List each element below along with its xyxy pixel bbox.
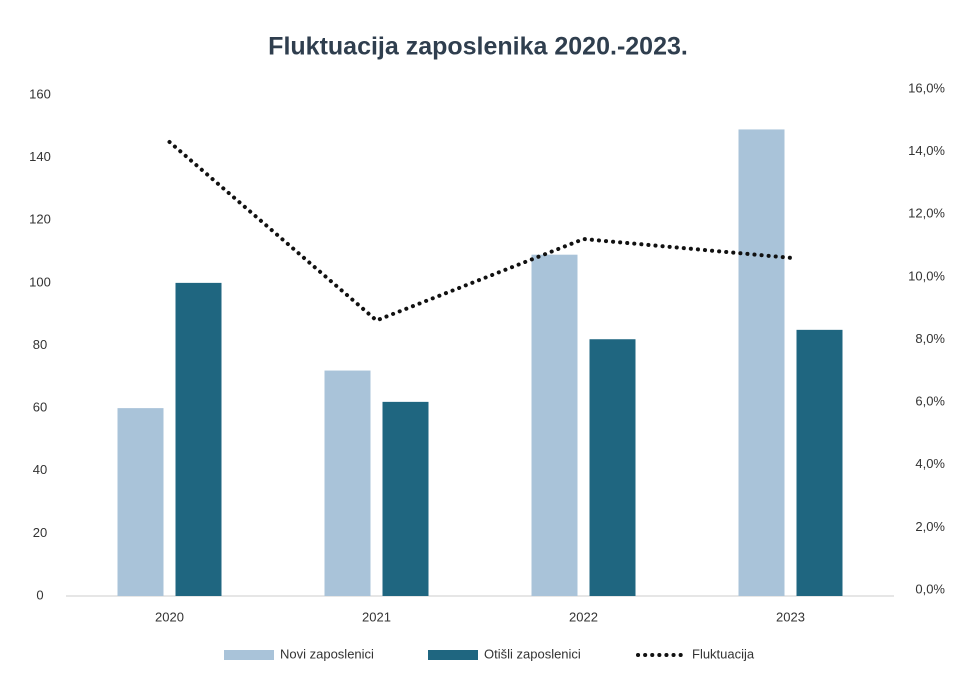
y2-tick-label: 8,0% — [915, 331, 945, 346]
bar — [589, 339, 636, 596]
y-tick-label: 160 — [29, 86, 51, 101]
y-tick-label: 140 — [29, 149, 51, 164]
x-tick-label: 2020 — [155, 609, 184, 624]
bar — [796, 329, 843, 596]
legend-label: Otišli zaposlenici — [484, 646, 581, 661]
y-tick-label: 100 — [29, 274, 51, 289]
bar — [324, 370, 371, 596]
y2-tick-label: 10,0% — [908, 268, 945, 283]
legend-swatch — [428, 650, 478, 660]
y2-tick-label: 16,0% — [908, 80, 945, 95]
legend-label: Novi zaposlenici — [280, 646, 374, 661]
y-tick-label: 80 — [33, 337, 47, 352]
y2-tick-label: 4,0% — [915, 456, 945, 471]
bar — [175, 282, 222, 596]
y-tick-label: 0 — [36, 587, 43, 602]
y-tick-label: 120 — [29, 212, 51, 227]
y2-tick-label: 14,0% — [908, 143, 945, 158]
y-tick-label: 40 — [33, 462, 47, 477]
y2-tick-label: 6,0% — [915, 394, 945, 409]
bar — [531, 254, 578, 596]
x-tick-label: 2021 — [362, 609, 391, 624]
line — [167, 139, 793, 323]
y2-tick-label: 0,0% — [915, 581, 945, 596]
y-tick-label: 20 — [33, 525, 47, 540]
bar — [382, 401, 429, 596]
legend-label: Fluktuacija — [692, 646, 755, 661]
bar — [117, 408, 164, 596]
legend-swatch — [224, 650, 274, 660]
y-tick-label: 60 — [33, 400, 47, 415]
chart-title: Fluktuacija zaposlenika 2020.-2023. — [268, 33, 688, 61]
x-tick-label: 2022 — [569, 609, 598, 624]
x-tick-label: 2023 — [776, 609, 805, 624]
y2-tick-label: 2,0% — [915, 519, 945, 534]
bar — [738, 129, 785, 596]
y2-tick-label: 12,0% — [908, 206, 945, 221]
